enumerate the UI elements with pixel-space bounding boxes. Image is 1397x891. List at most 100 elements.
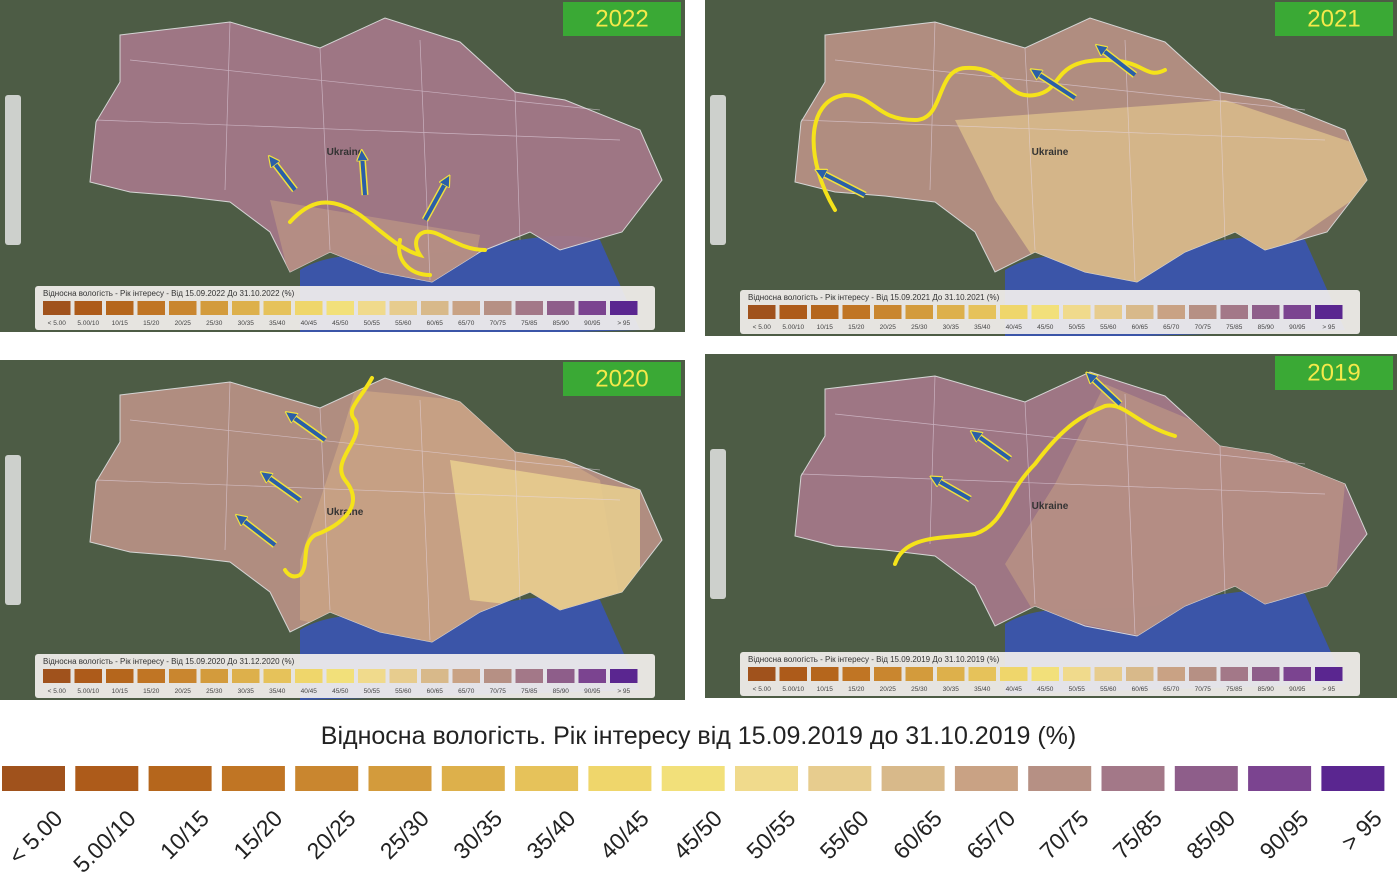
legend-swatch [735,766,798,791]
panel-legend-swatch [547,669,575,683]
arrow [820,172,866,197]
place-label: Ukraine [327,507,364,518]
panel-legend-label: 30/35 [943,324,960,331]
panel-legend-swatch [326,301,354,315]
panel-legend-swatch [1031,667,1059,681]
zones [955,100,1367,282]
arrow [272,160,297,192]
panel-legend-swatch [1189,305,1217,319]
panel-legend-label: 90/95 [584,688,601,695]
panel-legend-swatch [842,305,870,319]
panel-legend-label: 35/40 [974,686,991,693]
panel-legend-swatch [842,667,870,681]
zones [1005,384,1345,636]
panel-legend-title: Відносна вологість - Рік інтересу - Від … [43,289,295,298]
panel-legend-label: 35/40 [269,320,286,327]
legend-label: 60/65 [888,805,947,864]
panel-legend-label: 85/90 [553,688,570,695]
panel-legend-label: 70/75 [490,320,507,327]
zone [1005,384,1345,636]
panel-legend-label: 70/75 [1195,686,1212,693]
zone [450,460,640,610]
panel-legend-label: 25/30 [206,320,223,327]
panel-legend-label: 10/15 [817,324,834,331]
panel-legend-label: 30/35 [238,688,255,695]
panel-legend-swatch [43,301,71,315]
legend-label: 75/85 [1108,805,1167,864]
map-panel: Ukraine 2019 Відносна вологість - Рік інте… [705,354,1397,698]
panel-legend-label: 75/85 [521,688,538,695]
panel-legend-label: 20/25 [175,320,192,327]
panel-legend-label: 35/40 [269,688,286,695]
panel-legend-label: 65/70 [458,688,475,695]
panel-legend-label: 75/85 [1226,686,1243,693]
arrow [1100,48,1137,77]
panel-legend-swatch [106,301,134,315]
panel-legend-swatch [484,669,512,683]
legend-label: 45/50 [668,805,727,864]
panel-legend-swatch [295,669,323,683]
legend-swatch [954,766,1018,791]
panel-legend-label: 5.00/10 [782,324,804,331]
legend-swatch [148,766,212,791]
panel-legend-label: 25/30 [911,324,928,331]
map-tools [710,449,726,599]
panel-legend-swatch [295,301,323,315]
arrow [975,434,1012,461]
arrow [1035,72,1077,100]
legend-label: > 95 [1336,805,1386,855]
panel-legend-swatch [1283,305,1311,319]
panel-legend-swatch [106,669,134,683]
panel-legend-swatch [515,301,543,315]
panel-legend-label: 65/70 [458,320,475,327]
boundary-line [893,403,1177,566]
panel-legend-swatch [389,669,417,683]
legend-swatch [588,766,652,791]
panel-legend-swatch [937,667,965,681]
panel-legend-swatch [232,669,260,683]
panel-legend-swatch [169,669,197,683]
legend-swatch [221,766,285,791]
year-badge [563,362,681,396]
panel-legend-swatch [1000,305,1028,319]
panel-legend-swatch [748,305,776,319]
panel-legend-swatch [169,301,197,315]
map: Ukraine 2021 Відносна вологість - Рік інте… [705,0,1397,336]
panel-legend-label: 90/95 [1289,324,1306,331]
panel-legend-swatch [1252,305,1280,319]
legend-swatch [1321,766,1385,791]
panel-legend-label: 65/70 [1163,324,1180,331]
panel-legend-label: 5.00/10 [782,686,804,693]
legend-label: 10/15 [155,805,214,864]
panel-legend-swatch [811,667,839,681]
legend-swatch [661,766,725,791]
arrow [935,479,971,501]
map-panel: Ukraine 2021 Відносна вологість - Рік інте… [705,0,1397,336]
panel-legend-label: 10/15 [112,320,129,327]
panel-legend-label: 50/55 [1069,324,1086,331]
map-panel: Ukraine 2022 Відносна вологість - Рік інте… [0,0,685,332]
legend-label: 20/25 [302,805,361,864]
panel-legend-label: 75/85 [1226,324,1243,331]
panel-legend-swatch [1283,667,1311,681]
region-lines [800,375,1326,635]
panel-legend-title: Відносна вологість - Рік інтересу - Від … [43,657,295,666]
panel-legend-label: 60/65 [427,320,444,327]
legend-label: 35/40 [521,805,580,864]
panel-legend-title: Відносна вологість - Рік інтересу - Від … [748,293,1000,302]
panel-legend-label: 60/65 [1132,686,1149,693]
map: Ukraine 2019 Відносна вологість - Рік інте… [705,354,1397,698]
map: Ukraine 2022 Відносна вологість - Рік інте… [0,0,685,332]
panel-legend-label: 85/90 [553,320,570,327]
panel-legend-swatch [937,305,965,319]
year-badge [1275,356,1393,390]
map-tools [5,95,21,245]
legend-label: 65/70 [961,805,1020,864]
panel-legend-swatch [200,301,228,315]
panel-legend-label: > 95 [617,688,630,695]
year-label: 2022 [595,5,648,32]
panel-legend-swatch [547,301,575,315]
panel-legend-label: 25/30 [911,686,928,693]
panel-legend-label: 15/20 [848,686,865,693]
panel-legend-label: 10/15 [112,688,129,695]
